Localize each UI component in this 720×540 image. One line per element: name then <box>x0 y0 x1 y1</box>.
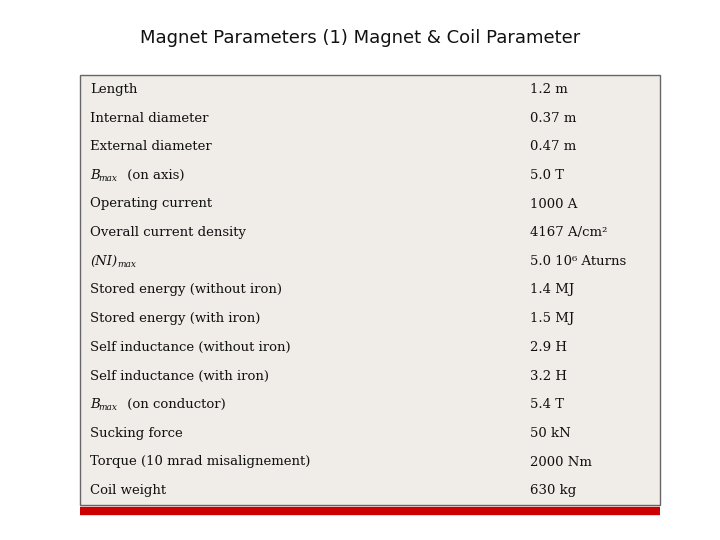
Text: (on axis): (on axis) <box>123 169 184 182</box>
Text: 0.37 m: 0.37 m <box>530 111 577 125</box>
Text: max: max <box>98 403 117 413</box>
Text: 630 kg: 630 kg <box>530 484 576 497</box>
Text: 2.9 H: 2.9 H <box>530 341 567 354</box>
Text: 3.2 H: 3.2 H <box>530 369 567 382</box>
Text: Self inductance (without iron): Self inductance (without iron) <box>90 341 291 354</box>
Text: Coil weight: Coil weight <box>90 484 166 497</box>
Text: 4167 A/cm²: 4167 A/cm² <box>530 226 608 239</box>
Text: Stored energy (without iron): Stored energy (without iron) <box>90 284 282 296</box>
Text: Magnet Parameters (1) Magnet & Coil Parameter: Magnet Parameters (1) Magnet & Coil Para… <box>140 29 580 47</box>
Text: Stored energy (with iron): Stored energy (with iron) <box>90 312 261 325</box>
Text: 5.4 T: 5.4 T <box>530 398 564 411</box>
Text: 50 kN: 50 kN <box>530 427 571 440</box>
Text: Length: Length <box>90 83 138 96</box>
Text: Overall current density: Overall current density <box>90 226 246 239</box>
Text: Self inductance (with iron): Self inductance (with iron) <box>90 369 269 382</box>
Text: Sucking force: Sucking force <box>90 427 183 440</box>
Text: B: B <box>90 398 100 411</box>
Text: 1.2 m: 1.2 m <box>530 83 568 96</box>
Text: 1.4 MJ: 1.4 MJ <box>530 284 575 296</box>
Text: 2000 Nm: 2000 Nm <box>530 456 592 469</box>
Text: 5.0 10⁶ Aturns: 5.0 10⁶ Aturns <box>530 255 626 268</box>
Text: Torque (10 mrad misalignement): Torque (10 mrad misalignement) <box>90 456 310 469</box>
Text: max: max <box>117 260 136 269</box>
Text: 5.0 T: 5.0 T <box>530 169 564 182</box>
Text: 1.5 MJ: 1.5 MJ <box>530 312 575 325</box>
Text: (on conductor): (on conductor) <box>123 398 226 411</box>
Text: 0.47 m: 0.47 m <box>530 140 576 153</box>
Text: 1000 A: 1000 A <box>530 198 577 211</box>
Text: (NI): (NI) <box>90 255 117 268</box>
Text: Internal diameter: Internal diameter <box>90 111 209 125</box>
Text: External diameter: External diameter <box>90 140 212 153</box>
Text: B: B <box>90 169 100 182</box>
Text: max: max <box>98 174 117 183</box>
Text: Operating current: Operating current <box>90 198 212 211</box>
